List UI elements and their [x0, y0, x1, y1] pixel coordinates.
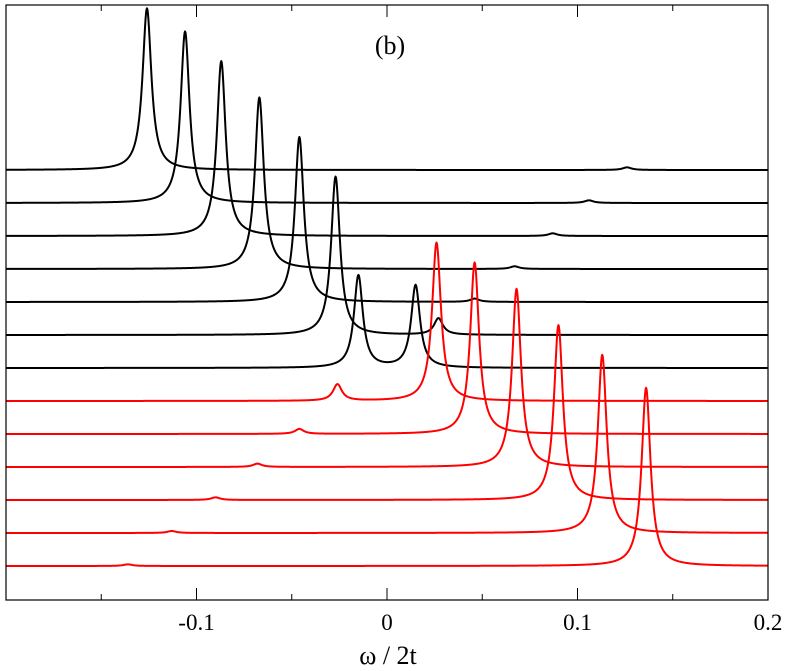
- series-line-trace-2: [5, 30, 769, 204]
- series-line-trace-8: [5, 241, 769, 402]
- x-tick-label: 0: [381, 610, 393, 635]
- x-tick-label: 0.2: [754, 610, 783, 635]
- series-line-trace-3: [5, 60, 769, 237]
- series-line-trace-1: [5, 7, 769, 171]
- series-line-trace-6: [5, 175, 769, 336]
- series-line-trace-4: [5, 96, 769, 270]
- series-line-trace-5: [5, 136, 769, 303]
- series-line-trace-12: [5, 353, 769, 534]
- x-tick-label: 0.1: [563, 610, 592, 635]
- series-line-trace-7: [5, 273, 769, 369]
- plot-frame: [5, 4, 769, 601]
- panel-label: (b): [375, 31, 405, 60]
- trace-group: [5, 7, 769, 567]
- series-line-trace-9: [5, 261, 769, 435]
- tick-label-group: -0.1 0 0.1 0.2: [178, 610, 782, 635]
- x-axis-title: ω / 2t: [359, 641, 417, 670]
- x-tick-label: -0.1: [178, 610, 214, 635]
- series-line-trace-13: [5, 386, 769, 567]
- series-line-trace-10: [5, 287, 769, 468]
- series-line-trace-11: [5, 324, 769, 501]
